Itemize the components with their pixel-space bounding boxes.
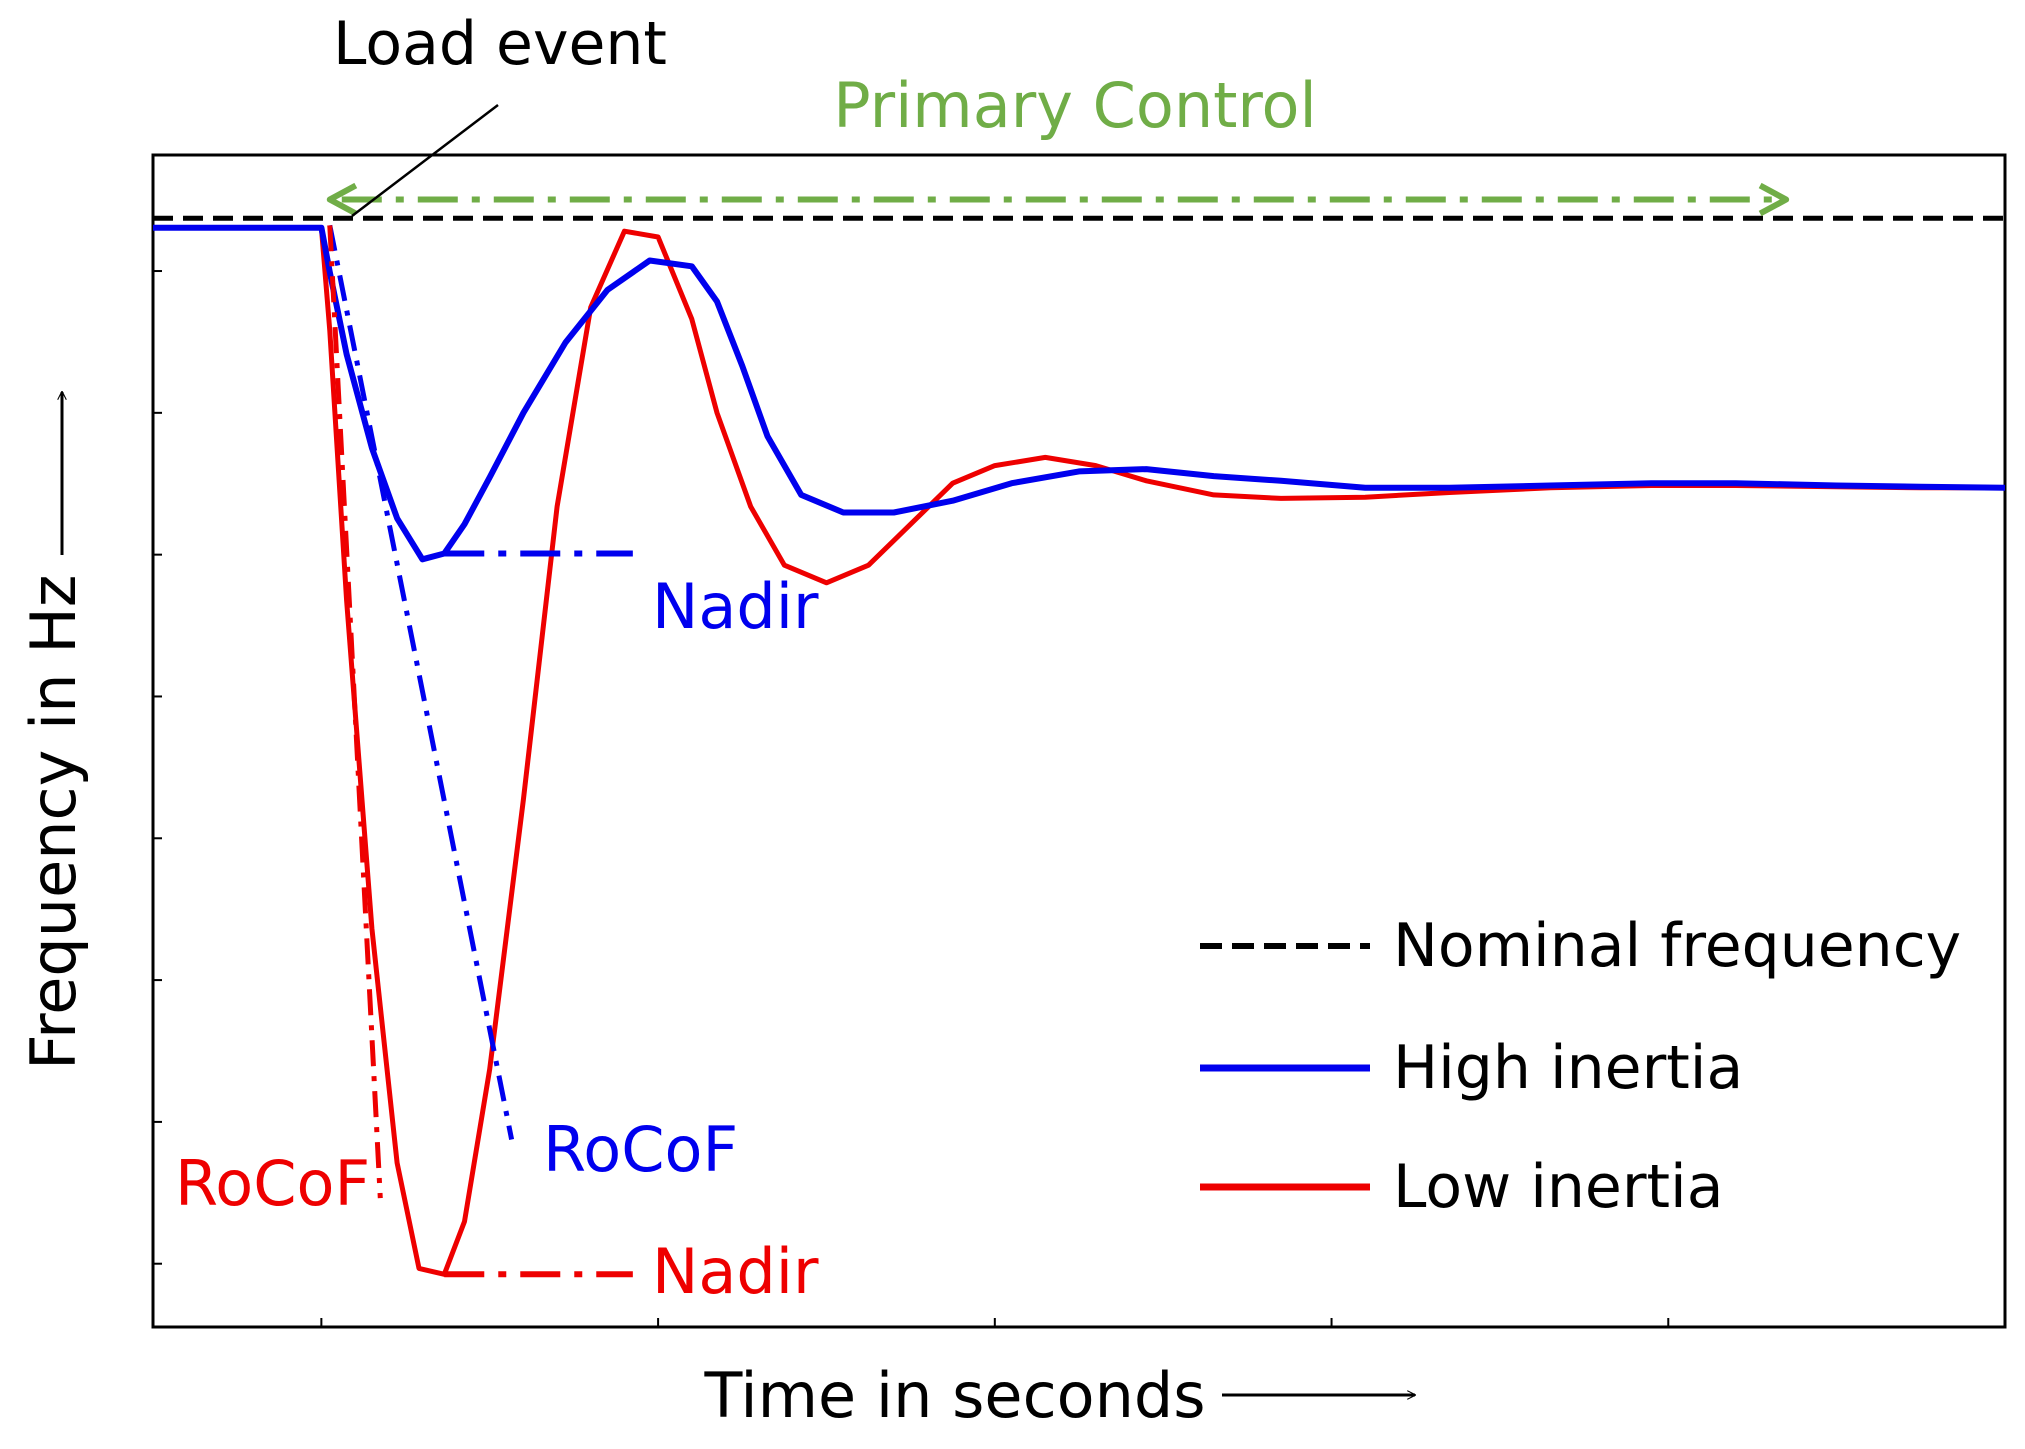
load-event-label: Load event <box>333 9 667 79</box>
rocof-high-inertia-line <box>327 224 515 1140</box>
rocof-low-inertia-line <box>327 225 383 1199</box>
legend-low-inertia-label: Low inertia <box>1393 1152 1723 1222</box>
y-axis-ticks <box>153 270 162 1265</box>
high-inertia-line <box>153 224 2006 563</box>
y-axis-label: Frequency in Hz <box>17 575 90 1070</box>
nadir-low-inertia-label: Nadir <box>652 1235 819 1308</box>
legend: Nominal frequency High inertia Low inert… <box>1200 911 1961 1222</box>
nadir-high-inertia-label: Nadir <box>652 570 819 643</box>
rocof-high-inertia-label: RoCoF <box>543 1113 738 1186</box>
legend-high-inertia-label: High inertia <box>1393 1033 1743 1103</box>
legend-nominal-label: Nominal frequency <box>1393 911 1961 981</box>
rocof-low-inertia-label: RoCoF <box>175 1147 370 1220</box>
primary-control-arrowhead-right <box>1758 182 1790 217</box>
load-event-pointer <box>351 104 499 217</box>
primary-control-label: Primary Control <box>833 69 1316 142</box>
primary-control-arrowhead-left <box>326 182 358 217</box>
plot-frame <box>151 153 2007 1329</box>
x-axis-ticks <box>320 1318 1670 1327</box>
x-axis-label: Time in seconds <box>703 1359 1205 1432</box>
low-inertia-line <box>153 225 2005 1277</box>
